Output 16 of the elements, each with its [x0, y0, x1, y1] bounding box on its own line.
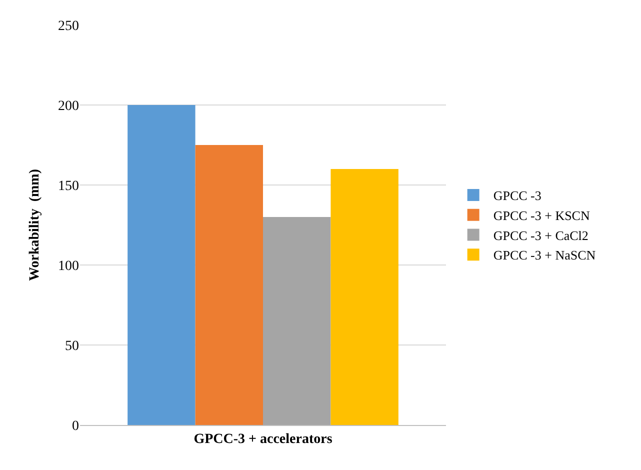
legend-label: GPCC -3 + NaSCN [493, 248, 596, 263]
legend-label: GPCC -3 + CaCl2 [493, 228, 588, 243]
y-tick-label: 100 [58, 258, 79, 274]
x-tick-label: GPCC-3 + accelerators [194, 432, 333, 447]
bar [330, 169, 398, 425]
y-tick-label: 200 [58, 98, 79, 114]
legend-label: GPCC -3 [493, 188, 542, 204]
bar [195, 145, 263, 425]
y-tick-label: 250 [58, 18, 79, 34]
bar [128, 105, 196, 425]
y-tick-label: 0 [72, 418, 79, 434]
bar [263, 217, 331, 425]
y-tick-label: 150 [58, 178, 79, 194]
y-axis-title: Workability (mm) [28, 168, 43, 281]
legend-label: GPCC -3 + KSCN [493, 208, 590, 223]
y-tick-label: 50 [65, 338, 79, 354]
